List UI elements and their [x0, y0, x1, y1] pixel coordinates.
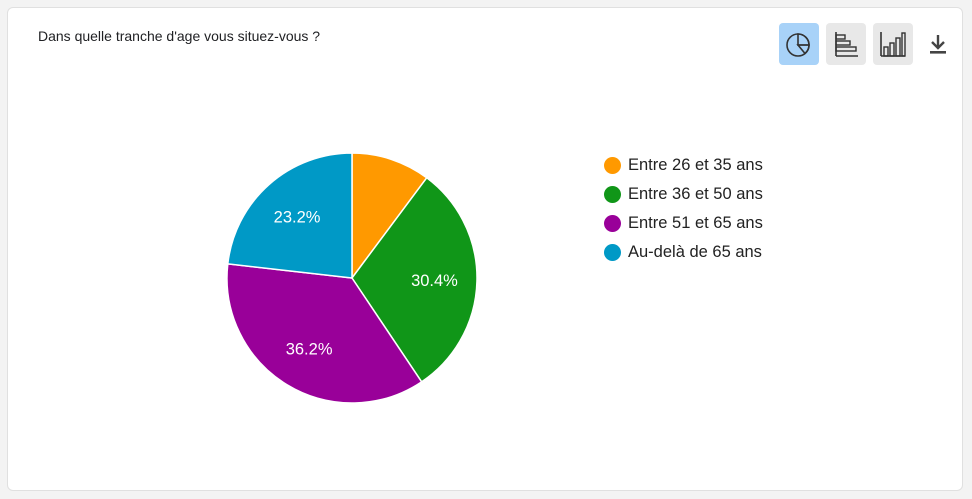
download-button[interactable] [920, 23, 956, 65]
pie-data-label: 36.2% [286, 340, 333, 358]
pie-chart: 30.4% 36.2% 23.2% [226, 152, 478, 404]
question-title: Dans quelle tranche d'age vous situez-vo… [38, 28, 321, 44]
legend-item: Entre 51 et 65 ans [604, 209, 763, 238]
legend-label: Entre 26 et 35 ans [628, 156, 763, 174]
legend-label: Au-delà de 65 ans [628, 243, 762, 261]
pie-data-label: 30.4% [411, 272, 458, 290]
vertical-bar-chart-icon [880, 32, 906, 57]
pie-slice[interactable] [226, 263, 423, 404]
legend-color-dot [604, 186, 621, 203]
legend-item: Au-delà de 65 ans [604, 238, 763, 267]
pie-slice[interactable] [351, 152, 428, 281]
pie-slice[interactable] [226, 152, 353, 279]
pie-chart-icon [786, 33, 810, 57]
download-icon [930, 35, 946, 54]
legend-label: Entre 51 et 65 ans [628, 214, 763, 232]
horizontal-bar-chart-icon [835, 32, 858, 57]
legend-item: Entre 26 et 35 ans [604, 151, 763, 180]
vertical-bar-chart-button[interactable] [873, 23, 913, 65]
legend-label: Entre 36 et 50 ans [628, 185, 763, 203]
pie-data-label: 23.2% [274, 208, 321, 226]
legend-item: Entre 36 et 50 ans [604, 180, 763, 209]
pie-slice[interactable] [351, 176, 478, 383]
legend-color-dot [604, 215, 621, 232]
pie-chart-button[interactable] [779, 23, 819, 65]
chart-card: Dans quelle tranche d'age vous situez-vo… [7, 7, 963, 491]
legend-color-dot [604, 244, 621, 261]
legend-color-dot [604, 157, 621, 174]
chart-legend: Entre 26 et 35 ans Entre 36 et 50 ans Entr… [604, 151, 763, 267]
horizontal-bar-chart-button[interactable] [826, 23, 866, 65]
